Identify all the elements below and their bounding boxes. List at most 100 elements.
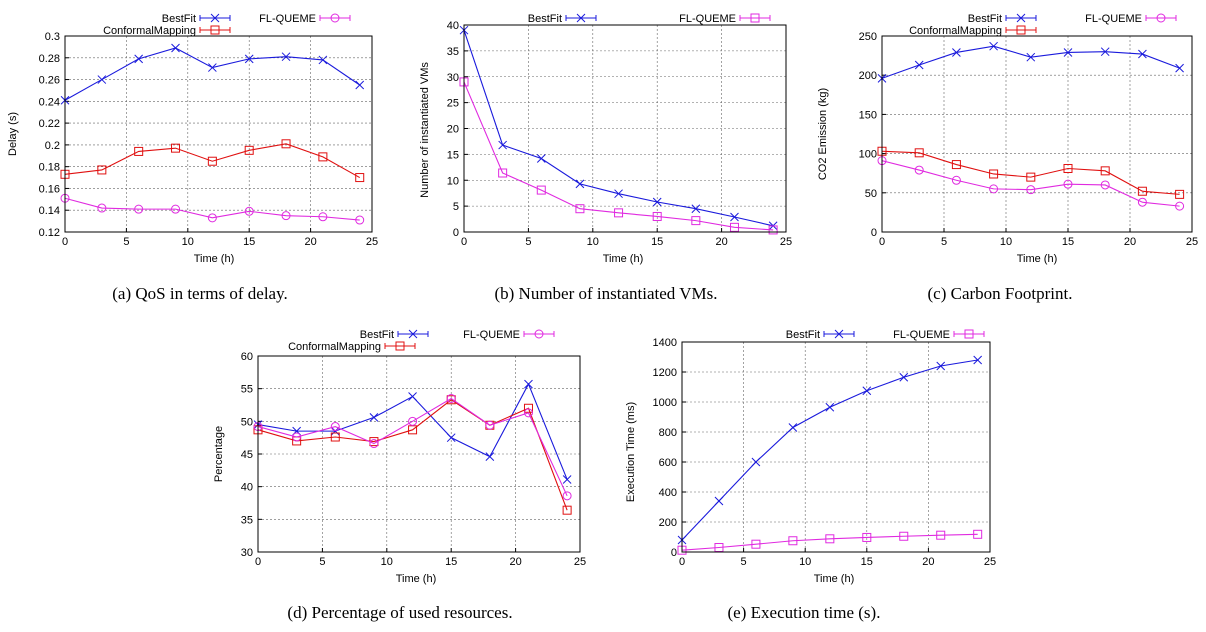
data-point-bestfit — [936, 361, 946, 371]
legend-marker-bestfit — [1016, 13, 1026, 23]
data-point-bestfit-stroke — [1100, 47, 1110, 57]
legend-label-fl-queme: FL-QUEME — [259, 13, 316, 25]
data-point-bestfit-stroke — [498, 140, 507, 150]
chart-d-plot: 0 5 10 15 20 25 30 35 40 45 50 55 60 BestFitConformal… — [241, 329, 586, 568]
data-point-fl-queme — [751, 539, 761, 549]
data-point-fl-queme — [318, 212, 328, 222]
legend-label-bestfit: BestFit — [162, 13, 196, 25]
data-point-fl-queme — [562, 491, 572, 501]
data-point-fl-queme — [614, 208, 624, 218]
data-point-bestfit — [485, 452, 495, 461]
x-tick-label: 5 — [525, 236, 531, 248]
data-point-fl-queme — [523, 408, 533, 418]
y-tick-label: 0.12 — [39, 227, 60, 239]
data-point-bestfit — [862, 386, 872, 396]
data-point-fl-queme — [691, 216, 701, 226]
data-point-fl-queme — [369, 439, 379, 449]
y-tick-label: 0 — [871, 227, 877, 239]
data-point-fl-queme — [989, 184, 999, 194]
series-line-fl-queme — [64, 197, 360, 221]
data-point-bestfit — [408, 392, 417, 401]
legend-marker-fl-queme — [964, 329, 974, 339]
chart-d-xlabel: Time (h) — [396, 573, 437, 585]
panel-c: 0 5 10 15 20 25050100150200250BestFitConforma… — [817, 13, 1198, 303]
panel-e: 0 5 10 15 20 25 0 200 400 600 800 1000 1200 1400 BestF… — [625, 329, 996, 622]
data-point-conformalmapping — [97, 165, 107, 175]
data-point-fl-queme — [292, 432, 302, 442]
data-point-bestfit-stroke — [1063, 48, 1073, 57]
data-point-conformalmapping — [281, 139, 291, 149]
data-point-fl-queme — [1100, 180, 1110, 190]
legend-label-bestfit: BestFit — [968, 13, 1002, 25]
data-point-fl-queme — [825, 534, 835, 544]
data-point-bestfit-stroke — [244, 54, 254, 64]
data-point-fl-queme — [973, 529, 983, 539]
data-point-bestfit-stroke — [973, 355, 983, 365]
legend-marker-conformalmapping — [210, 25, 220, 35]
data-point-fl-queme — [1175, 201, 1185, 211]
x-tick-label: 10 — [1000, 236, 1012, 248]
data-point-bestfit-stroke — [97, 75, 107, 84]
data-point-bestfit — [751, 457, 761, 467]
series-line-fl-queme — [463, 81, 774, 231]
data-point-bestfit-stroke — [408, 392, 417, 401]
data-point-conformalmapping — [330, 432, 340, 442]
legend-marker-bestfit — [834, 329, 844, 339]
y-tick-label: 0.24 — [39, 96, 60, 108]
data-point-bestfit-stroke — [281, 52, 291, 62]
data-point-conformalmapping — [134, 146, 144, 156]
x-tick-label: 5 — [319, 556, 325, 568]
y-tick-label: 30 — [241, 547, 253, 559]
chart-c-ylabel: CO2 Emission (kg) — [817, 88, 829, 180]
y-tick-label: 400 — [659, 487, 677, 499]
data-point-fl-queme — [485, 420, 495, 430]
data-point-bestfit — [562, 475, 572, 484]
y-tick-label: 0.18 — [39, 162, 60, 174]
x-tick-label: 20 — [1124, 236, 1136, 248]
x-tick-label: 15 — [1062, 236, 1074, 248]
panel-a: 0 5 10 15 20 25 0.12 0.14 0.16 0.18 0.2 0.22 0.24 0.2… — [7, 13, 378, 303]
legend-label-conformalmapping: ConformalMapping — [288, 341, 381, 353]
data-point-bestfit-stroke — [788, 423, 798, 432]
data-point-fl-queme — [768, 225, 778, 235]
chart-c-xlabel: Time (h) — [1017, 253, 1058, 265]
legend-marker-bestfit-stroke — [1016, 13, 1026, 23]
data-point-bestfit-stroke — [862, 386, 872, 396]
data-point-bestfit — [446, 433, 456, 443]
data-point-bestfit — [989, 41, 998, 51]
chart-e-caption: (e) Execution time (s). — [728, 603, 881, 622]
data-point-fl-queme — [134, 204, 144, 214]
data-point-conformalmapping — [1175, 189, 1185, 199]
plot-frame — [64, 35, 373, 233]
data-point-conformalmapping — [1137, 186, 1147, 196]
data-point-fl-queme — [862, 532, 872, 542]
y-tick-label: 0.16 — [39, 183, 60, 195]
data-point-bestfit-stroke — [914, 60, 924, 70]
legend-label-fl-queme: FL-QUEME — [463, 329, 520, 341]
chart-a-xlabel: Time (h) — [194, 253, 235, 265]
y-tick-label: 150 — [859, 109, 877, 121]
data-point-bestfit-stroke — [485, 452, 495, 461]
y-tick-label: 45 — [241, 449, 253, 461]
legend-marker-fl-queme — [750, 13, 760, 23]
y-tick-label: 35 — [447, 46, 459, 58]
legend-label-bestfit: BestFit — [528, 13, 562, 25]
chart-c-plot: 0 5 10 15 20 25050100150200250BestFitConforma… — [859, 13, 1198, 248]
data-point-bestfit — [952, 48, 961, 57]
x-tick-label: 25 — [1186, 236, 1198, 248]
x-tick-label: 20 — [715, 236, 727, 248]
data-point-fl-queme — [1137, 197, 1147, 207]
data-point-bestfit — [973, 355, 983, 365]
series-line-conformalmapping — [64, 143, 360, 179]
data-point-fl-queme — [729, 222, 739, 232]
data-point-fl-queme — [281, 211, 291, 221]
y-tick-label: 55 — [241, 384, 253, 396]
data-point-bestfit-stroke — [825, 402, 835, 412]
data-point-fl-queme — [498, 168, 508, 178]
legend-marker-bestfit-stroke — [408, 329, 418, 339]
data-point-fl-queme — [355, 215, 365, 225]
plot-frame — [681, 341, 991, 553]
data-point-fl-queme — [1026, 185, 1036, 195]
legend-marker-bestfit — [576, 13, 586, 23]
